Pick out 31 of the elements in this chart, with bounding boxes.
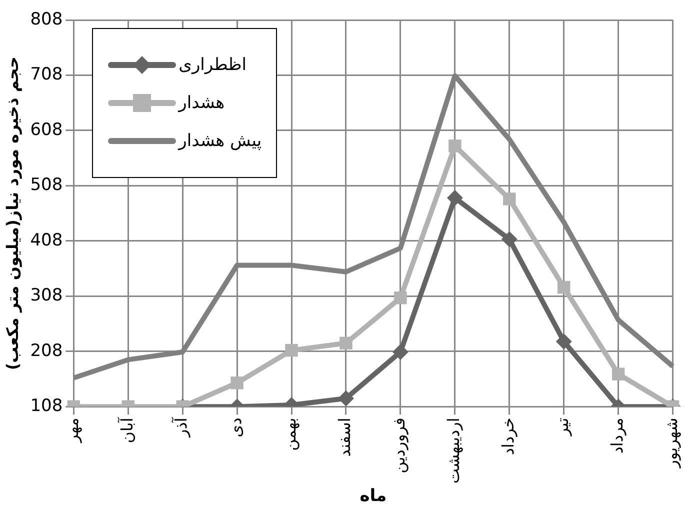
x-tick-label: آذر: [170, 416, 191, 438]
x-axis-title: ماه: [360, 486, 387, 506]
y-tick-label: 608: [30, 120, 63, 140]
x-tick-label: اسفند: [335, 418, 354, 457]
y-tick-label: 808: [30, 9, 63, 30]
point: [501, 231, 518, 248]
y-tick-label: 208: [30, 340, 63, 361]
x-tick-label: اردیبهشت: [444, 418, 464, 484]
point: [448, 140, 462, 152]
x-tick-label: مهر: [62, 418, 82, 444]
x-tick-label: فروردین: [390, 418, 409, 474]
point: [558, 280, 570, 294]
y-tick-label: 508: [30, 175, 63, 196]
x-tick-label: بهمن: [280, 418, 300, 451]
x-tick-label: تیر: [553, 418, 572, 437]
x-tick-label: دی: [226, 418, 246, 438]
point: [446, 190, 463, 206]
legend-label: اظطراری: [178, 55, 246, 75]
point: [394, 291, 407, 304]
legend-label: هشدار: [178, 93, 225, 113]
y-axis-title: حجم ذخیره مورد نیاز(میلیون متر مکعب): [2, 56, 22, 370]
y-tick-label: 108: [30, 396, 63, 416]
x-tick-label: مرداد: [607, 418, 626, 454]
legend-label: پیش هشدار: [178, 131, 262, 151]
x-tick-label: خرداد: [498, 418, 518, 456]
point: [503, 192, 516, 206]
x-tick-label: شهریور: [662, 418, 681, 469]
y-tick-label: 408: [30, 230, 63, 250]
x-tick-label: آبان: [116, 416, 136, 444]
y-tick-label: 708: [30, 64, 63, 85]
y-tick-label: 308: [30, 286, 63, 306]
